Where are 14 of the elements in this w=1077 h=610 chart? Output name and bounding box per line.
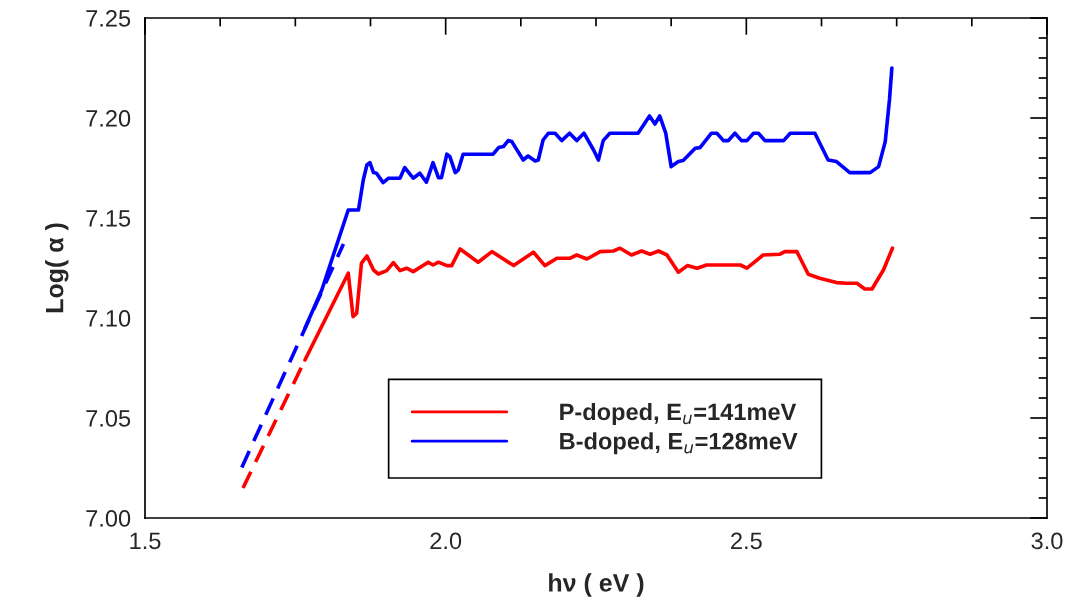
x-tick-label: 2.0 [430, 532, 462, 550]
y-tick-label: 7.15 [86, 210, 131, 227]
y-axis-title: Log( α ) [45, 223, 69, 313]
y-tick-label: 7.05 [86, 410, 131, 427]
legend-label: P-doped, E$_{u}$=141meV [560, 402, 797, 425]
y-tick-label: 7.00 [86, 510, 131, 527]
x-tick-label: 3.0 [1031, 532, 1063, 550]
x-axis-title: hν ( eV ) [549, 573, 644, 597]
x-tick-label: 1.5 [130, 532, 161, 550]
legend-label: B-doped, E$_{u}$=128meV [560, 432, 798, 455]
y-tick-label: 7.25 [86, 10, 131, 27]
y-tick-label: 7.20 [86, 110, 131, 127]
x-tick-label: 2.5 [731, 532, 762, 550]
y-tick-label: 7.10 [86, 310, 131, 327]
